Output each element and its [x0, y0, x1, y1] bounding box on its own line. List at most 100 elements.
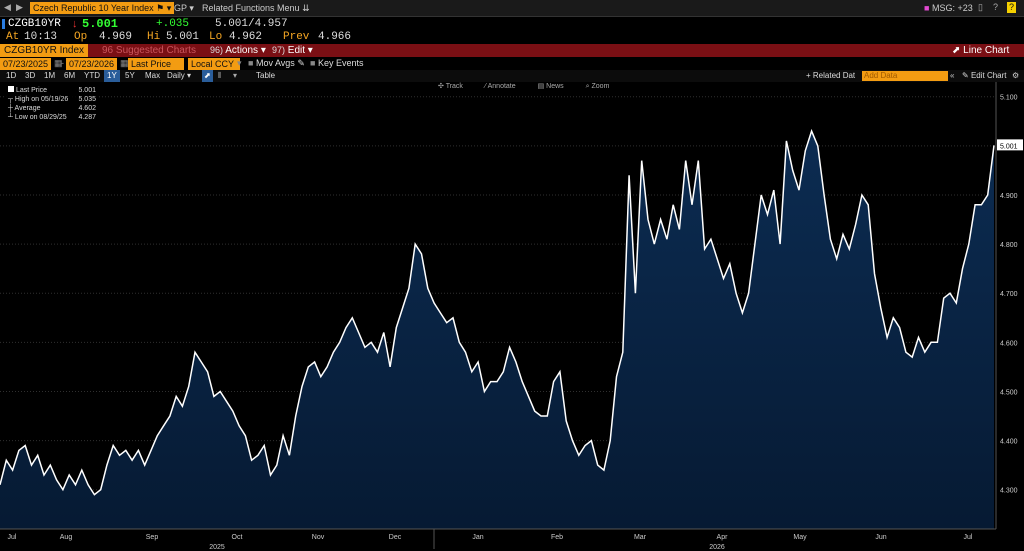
- security-name: Czech Republic 10 Year Index: [33, 3, 154, 13]
- actions-num: 96): [210, 45, 224, 55]
- x-tick-label: Sep: [146, 534, 159, 541]
- bid-ask: 5.001/4.957: [215, 18, 288, 30]
- x-tick-label: Feb: [551, 534, 563, 541]
- edit-menu[interactable]: 97) Edit ▾: [272, 45, 313, 56]
- line-chart-type-icon[interactable]: ⬈: [202, 70, 213, 82]
- period-1d[interactable]: 1D: [6, 71, 17, 80]
- legend-label: Last Price: [15, 87, 48, 94]
- window-button-icon[interactable]: ▯: [978, 2, 983, 12]
- legend-value: 4.287: [78, 114, 96, 121]
- back-arrow-icon[interactable]: ◀: [4, 2, 11, 12]
- legend-high: ┬ High on 05/19/26 5.035: [8, 96, 96, 103]
- edit-label: Edit: [287, 45, 306, 56]
- related-data-button[interactable]: + Related Dat: [806, 71, 856, 80]
- related-functions-menu[interactable]: Related Functions Menu ⇊: [202, 3, 310, 13]
- key-events-label: Key Events: [317, 58, 364, 68]
- add-data-input[interactable]: Add Data: [862, 71, 948, 81]
- question-icon[interactable]: ?: [993, 2, 999, 12]
- y-tick-label: 4.800: [1000, 242, 1018, 249]
- line-chart-button[interactable]: ⬈ Line Chart: [952, 44, 1009, 57]
- at-time: 10:13: [24, 31, 58, 43]
- mov-avgs-toggle[interactable]: ■ Mov Avgs ✎: [248, 58, 305, 69]
- calendar-icon[interactable]: ▦: [120, 58, 129, 68]
- x-tick-label: Nov: [312, 534, 325, 541]
- news-button[interactable]: ▤ News: [537, 83, 564, 90]
- period-bar: 1D 3D 1M 6M YTD 1Y 5Y Max Daily ▾ ⬈ ⫴ ▾ …: [0, 70, 1024, 82]
- related-label: Related Functions Menu: [202, 3, 300, 13]
- hi-label: Hi: [147, 31, 161, 43]
- prev-label: Prev: [283, 31, 310, 43]
- currency-dropdown-icon[interactable]: ▾: [237, 58, 242, 68]
- date-to[interactable]: 07/23/2026: [66, 58, 118, 70]
- pencil-icon: ✎: [962, 71, 969, 80]
- op-label: Op: [74, 31, 88, 43]
- date-from[interactable]: 07/23/2025: [0, 58, 52, 70]
- actions-menu[interactable]: 96) Actions ▾: [210, 45, 266, 56]
- x-tick-label: May: [793, 534, 807, 541]
- chart-toolbar: ✣ Track ⁄ Annotate ▤ News ⌕ Zoom: [438, 82, 629, 92]
- action-bar: CZGB10YR Index 96 Suggested Charts 96) A…: [0, 44, 1024, 57]
- actions-label: Actions: [225, 45, 259, 56]
- msg-indicator[interactable]: ■ MSG: +23: [924, 3, 973, 13]
- currency-selector[interactable]: Local CCY: [188, 58, 240, 70]
- x-tick-label: Mar: [634, 534, 647, 541]
- frequency-selector[interactable]: Daily ▾: [167, 71, 192, 80]
- edit-chart-button[interactable]: ✎ Edit Chart: [962, 70, 1007, 82]
- zoom-button[interactable]: ⌕ Zoom: [585, 83, 610, 90]
- legend-value: 4.602: [78, 105, 96, 112]
- y-tick-label: 4.600: [1000, 340, 1018, 347]
- year-label: 2025: [209, 544, 225, 551]
- period-1y[interactable]: 1Y: [104, 70, 120, 82]
- price-chart[interactable]: 4.3004.4004.5004.6004.7004.8004.9005.000…: [0, 82, 1024, 551]
- lo-label: Lo: [209, 31, 223, 43]
- line-chart-icon: ⬈: [952, 45, 961, 56]
- security-selector[interactable]: Czech Republic 10 Year Index ⚑ ▾: [30, 2, 175, 14]
- ticker: CZGB10YR: [8, 18, 61, 30]
- field-selector[interactable]: Last Price: [128, 58, 184, 70]
- down-arrow-icon: ↓: [72, 18, 78, 30]
- chart-type-dropdown-icon[interactable]: ▾: [233, 71, 238, 80]
- track-button[interactable]: ✣ Track: [438, 83, 463, 90]
- period-3d[interactable]: 3D: [25, 71, 36, 80]
- forward-arrow-icon[interactable]: ▶: [16, 2, 23, 12]
- period-ytd[interactable]: YTD: [84, 71, 100, 80]
- key-events-toggle[interactable]: ■ Key Events: [310, 58, 363, 68]
- suggested-charts-button[interactable]: 96 Suggested Charts: [102, 45, 196, 56]
- annotate-button[interactable]: ⁄ Annotate: [484, 83, 516, 90]
- ticker-marker: [2, 19, 5, 29]
- legend-label: Average: [14, 105, 41, 112]
- price-line: [0, 128, 995, 496]
- checkbox-icon: ■: [310, 58, 316, 68]
- x-tick-label: Dec: [389, 534, 402, 541]
- lo-value: 4.962: [229, 31, 263, 43]
- x-tick-label: Oct: [232, 534, 243, 541]
- mov-avgs-label: Mov Avgs: [255, 58, 295, 68]
- chart-legend: Last Price 5.001 ┬ High on 05/19/26 5.035 …: [6, 86, 98, 122]
- legend-low: ┴ Low on 08/29/25 4.287: [8, 114, 96, 121]
- legend-average: ┼ Average 4.602: [8, 105, 96, 112]
- period-1m[interactable]: 1M: [44, 71, 56, 80]
- period-5y[interactable]: 5Y: [125, 71, 135, 80]
- gp-menu[interactable]: GP ▾: [174, 3, 194, 13]
- x-tick-label: Jan: [472, 534, 483, 541]
- period-max[interactable]: Max: [145, 71, 161, 80]
- annotate-label: Annotate: [487, 83, 516, 90]
- bar-chart-type-icon[interactable]: ⫴: [218, 71, 222, 80]
- y-tick-label: 4.400: [1000, 439, 1018, 446]
- op-value: 4.969: [99, 31, 133, 43]
- msg-count: MSG: +23: [931, 3, 973, 13]
- help-icon[interactable]: ?: [1007, 2, 1017, 13]
- legend-label: Low on 08/29/25: [14, 114, 67, 121]
- year-label: 2026: [709, 544, 725, 551]
- x-tick-label: Aug: [60, 534, 73, 541]
- at-label: At: [6, 31, 20, 43]
- settings-gear-icon[interactable]: ⚙: [1012, 71, 1020, 80]
- calendar-icon[interactable]: ▦: [54, 58, 63, 68]
- hi-value: 5.001: [166, 31, 200, 43]
- collapse-icon[interactable]: «: [950, 71, 955, 80]
- quote-line: CZGB10YR ↓ 5.001 +.035 5.001/4.957: [0, 17, 1024, 31]
- edit-num: 97): [272, 45, 286, 55]
- pencil-icon: ✎: [297, 58, 305, 68]
- table-button[interactable]: Table: [256, 71, 276, 80]
- period-6m[interactable]: 6M: [64, 71, 76, 80]
